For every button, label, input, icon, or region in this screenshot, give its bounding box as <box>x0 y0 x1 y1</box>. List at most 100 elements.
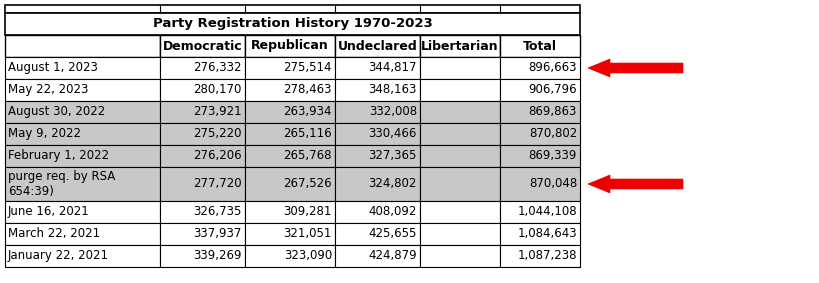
Bar <box>335 145 420 167</box>
Bar <box>500 35 580 57</box>
Text: 332,008: 332,008 <box>369 106 417 119</box>
Text: 1,044,108: 1,044,108 <box>518 205 577 218</box>
Bar <box>500 145 580 167</box>
Bar <box>500 201 580 223</box>
Text: January 22, 2021: January 22, 2021 <box>8 250 109 263</box>
Bar <box>420 223 500 245</box>
Text: 275,514: 275,514 <box>283 61 332 74</box>
Text: 280,170: 280,170 <box>193 83 242 97</box>
Bar <box>500 245 580 267</box>
Text: 1,084,643: 1,084,643 <box>518 228 577 241</box>
Bar <box>245 123 335 145</box>
Bar <box>245 145 335 167</box>
Text: 267,526: 267,526 <box>283 177 332 190</box>
Text: 425,655: 425,655 <box>369 228 417 241</box>
Bar <box>420 201 500 223</box>
Bar <box>245 57 335 79</box>
Polygon shape <box>588 59 683 77</box>
Bar <box>420 35 500 57</box>
Text: 324,802: 324,802 <box>369 177 417 190</box>
Bar <box>160 35 245 57</box>
Bar <box>5 167 160 201</box>
Bar <box>160 245 245 267</box>
Bar <box>335 79 420 101</box>
Bar <box>5 35 160 57</box>
Bar <box>335 101 420 123</box>
Bar <box>5 5 580 13</box>
Bar <box>420 123 500 145</box>
Text: Undeclared: Undeclared <box>337 40 418 53</box>
Text: 348,163: 348,163 <box>369 83 417 97</box>
Bar <box>245 245 335 267</box>
Text: 323,090: 323,090 <box>283 250 332 263</box>
Bar <box>500 79 580 101</box>
Bar <box>335 57 420 79</box>
Text: Total: Total <box>523 40 557 53</box>
Text: 321,051: 321,051 <box>283 228 332 241</box>
Text: purge req. by RSA
654:39): purge req. by RSA 654:39) <box>8 170 115 198</box>
Bar <box>335 201 420 223</box>
Text: 277,720: 277,720 <box>193 177 242 190</box>
Text: 1,087,238: 1,087,238 <box>518 250 577 263</box>
Bar <box>5 79 160 101</box>
Text: 344,817: 344,817 <box>369 61 417 74</box>
Text: 870,048: 870,048 <box>529 177 577 190</box>
Text: February 1, 2022: February 1, 2022 <box>8 149 109 162</box>
Text: 265,116: 265,116 <box>283 128 332 140</box>
Text: Democratic: Democratic <box>163 40 242 53</box>
Text: 276,332: 276,332 <box>193 61 242 74</box>
Bar <box>420 245 500 267</box>
Bar <box>5 123 160 145</box>
Bar <box>500 101 580 123</box>
Text: 906,796: 906,796 <box>528 83 577 97</box>
Text: 869,863: 869,863 <box>528 106 577 119</box>
Bar <box>5 57 160 79</box>
Bar <box>500 223 580 245</box>
Bar <box>335 167 420 201</box>
Text: 424,879: 424,879 <box>369 250 417 263</box>
Bar <box>245 223 335 245</box>
Bar <box>5 223 160 245</box>
Bar <box>160 101 245 123</box>
Bar <box>5 245 160 267</box>
Bar <box>160 223 245 245</box>
Text: 408,092: 408,092 <box>369 205 417 218</box>
Text: 276,206: 276,206 <box>193 149 242 162</box>
Bar <box>500 57 580 79</box>
Bar <box>160 57 245 79</box>
Bar <box>420 79 500 101</box>
Text: 309,281: 309,281 <box>283 205 332 218</box>
Polygon shape <box>588 175 683 193</box>
Bar <box>335 245 420 267</box>
Text: 337,937: 337,937 <box>193 228 242 241</box>
Bar <box>335 223 420 245</box>
Text: Republican: Republican <box>251 40 329 53</box>
Text: 326,735: 326,735 <box>193 205 242 218</box>
Text: 896,663: 896,663 <box>528 61 577 74</box>
Bar <box>245 201 335 223</box>
Bar <box>420 145 500 167</box>
Bar <box>5 101 160 123</box>
Text: 339,269: 339,269 <box>193 250 242 263</box>
Text: May 9, 2022: May 9, 2022 <box>8 128 81 140</box>
Text: 265,768: 265,768 <box>283 149 332 162</box>
Text: 263,934: 263,934 <box>283 106 332 119</box>
Text: Party Registration History 1970-2023: Party Registration History 1970-2023 <box>152 18 432 31</box>
Bar <box>5 13 580 35</box>
Text: 275,220: 275,220 <box>193 128 242 140</box>
Text: 870,802: 870,802 <box>529 128 577 140</box>
Bar <box>420 167 500 201</box>
Text: 330,466: 330,466 <box>369 128 417 140</box>
Bar <box>160 167 245 201</box>
Bar <box>5 145 160 167</box>
Bar <box>245 79 335 101</box>
Text: 273,921: 273,921 <box>193 106 242 119</box>
Bar <box>335 123 420 145</box>
Bar <box>420 101 500 123</box>
Text: June 16, 2021: June 16, 2021 <box>8 205 90 218</box>
Bar <box>160 201 245 223</box>
Bar <box>160 79 245 101</box>
Text: August 1, 2023: August 1, 2023 <box>8 61 98 74</box>
Bar <box>245 35 335 57</box>
Text: March 22, 2021: March 22, 2021 <box>8 228 100 241</box>
